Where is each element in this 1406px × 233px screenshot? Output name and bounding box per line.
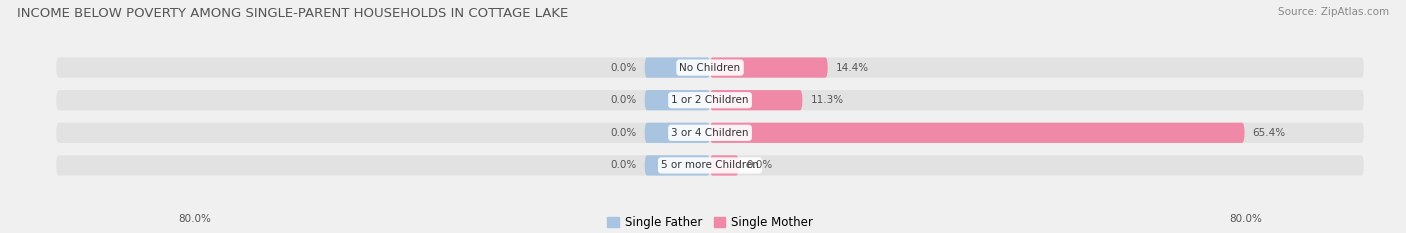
Text: 0.0%: 0.0% [610,63,637,72]
Text: 5 or more Children: 5 or more Children [661,161,759,170]
Text: 3 or 4 Children: 3 or 4 Children [671,128,749,138]
FancyBboxPatch shape [56,90,1364,110]
FancyBboxPatch shape [56,123,1364,143]
Legend: Single Father, Single Mother: Single Father, Single Mother [602,211,818,233]
Text: 1 or 2 Children: 1 or 2 Children [671,95,749,105]
FancyBboxPatch shape [644,90,710,110]
FancyBboxPatch shape [710,58,828,78]
FancyBboxPatch shape [56,155,1364,175]
Text: No Children: No Children [679,63,741,72]
FancyBboxPatch shape [710,155,738,175]
Text: 0.0%: 0.0% [747,161,773,170]
Text: 0.0%: 0.0% [610,128,637,138]
FancyBboxPatch shape [644,155,710,175]
Text: 80.0%: 80.0% [179,214,211,224]
Text: 80.0%: 80.0% [1230,214,1263,224]
Text: 11.3%: 11.3% [810,95,844,105]
Text: 65.4%: 65.4% [1253,128,1286,138]
Text: Source: ZipAtlas.com: Source: ZipAtlas.com [1278,7,1389,17]
Text: INCOME BELOW POVERTY AMONG SINGLE-PARENT HOUSEHOLDS IN COTTAGE LAKE: INCOME BELOW POVERTY AMONG SINGLE-PARENT… [17,7,568,20]
Text: 14.4%: 14.4% [837,63,869,72]
Text: 0.0%: 0.0% [610,161,637,170]
Text: 0.0%: 0.0% [610,95,637,105]
FancyBboxPatch shape [644,123,710,143]
FancyBboxPatch shape [644,58,710,78]
FancyBboxPatch shape [710,123,1244,143]
FancyBboxPatch shape [56,58,1364,78]
FancyBboxPatch shape [710,90,803,110]
